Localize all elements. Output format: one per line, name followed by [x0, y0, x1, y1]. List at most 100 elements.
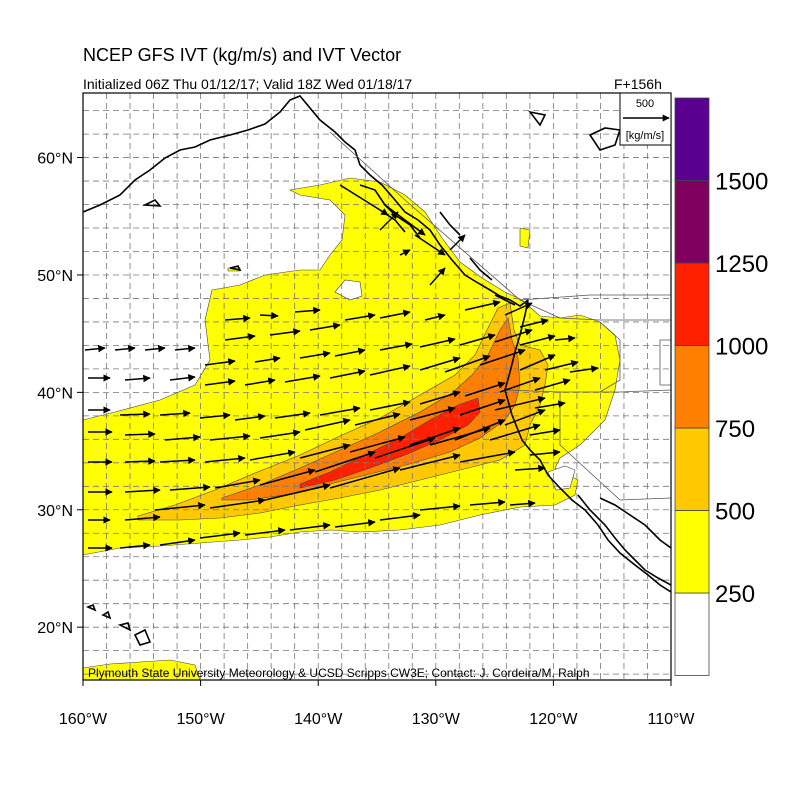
ivt-vector-arrow	[204, 454, 246, 463]
ivt-contour-250-blob	[519, 227, 531, 249]
ivt-vector-arrow	[309, 322, 341, 331]
ivt-vector-arrow	[249, 449, 296, 461]
ivt-vectors	[84, 184, 599, 552]
ivt-vector-arrow	[449, 234, 466, 251]
ivt-vector-arrow	[489, 423, 541, 441]
ivt-vector-arrow	[144, 344, 166, 353]
ivt-vector-arrow	[124, 486, 161, 495]
colorbar-label: 1250	[715, 251, 768, 278]
ivt-vector-arrow	[509, 499, 536, 508]
ivt-vector-arrow	[419, 356, 461, 371]
political-borders	[329, 131, 671, 501]
colorbar-swatch	[674, 180, 710, 264]
ivt-vector-arrow	[204, 378, 236, 386]
ivt-contour-1000	[299, 397, 481, 489]
colorbar-label: 250	[715, 581, 755, 608]
ivt-vector-arrow	[319, 405, 361, 416]
coastlines	[83, 95, 671, 646]
bc-islands	[359, 184, 516, 306]
ivt-vector-arrow	[409, 426, 461, 446]
ivt-vector-arrow	[504, 302, 533, 316]
lat-tick-label: 20°N	[37, 620, 73, 637]
lat-tick-label: 60°N	[37, 151, 73, 168]
lat-tick-label: 40°N	[37, 385, 73, 402]
ivt-vector-arrow	[444, 354, 491, 373]
ivt-vector-arrow	[124, 374, 151, 383]
colorbar: 250 500 750 1000 1250 1500	[674, 97, 768, 676]
ivt-vector-arrow	[224, 333, 256, 341]
ivt-vector-arrow	[464, 381, 506, 397]
ivt-contour-250-hawaii	[83, 659, 201, 680]
colorbar-label: 500	[715, 499, 755, 526]
ivt-vector-arrow	[424, 312, 446, 321]
colorbar-label: 750	[715, 416, 755, 443]
ivt-vector-arrow	[459, 449, 516, 463]
ivt-vector-arrow	[419, 390, 461, 405]
ivt-vector-arrow	[304, 417, 351, 431]
ivt-vector-arrow	[454, 419, 506, 441]
ivt-vector-arrow	[569, 365, 599, 373]
ivt-vector-arrow	[314, 450, 376, 473]
colorbar-swatch	[674, 592, 710, 676]
ivt-vector-arrow	[429, 426, 491, 446]
graticule	[83, 93, 671, 680]
ivt-vector-arrow	[399, 452, 461, 471]
lon-tick-label: 120°W	[529, 711, 578, 728]
alaska-coast	[83, 95, 529, 307]
ivt-vector-arrow	[204, 358, 236, 366]
ivt-vector-arrow	[409, 406, 456, 421]
lon-tick-label: 160°W	[59, 711, 108, 728]
ivt-vector-arrow	[124, 430, 156, 438]
ivt-vector-arrow	[224, 314, 251, 323]
colorbar-swatch	[674, 427, 710, 511]
ivt-vector-arrow	[234, 413, 266, 421]
ivt-vector-arrow	[259, 429, 301, 439]
ivt-vector-arrow	[349, 435, 406, 453]
ivt-vector-arrow	[159, 537, 196, 546]
ivt-vector-arrow	[334, 347, 366, 357]
ivt-vector-arrow	[459, 398, 506, 416]
lon-tick-label: 130°W	[412, 711, 461, 728]
ivt-vector-arrow	[294, 306, 321, 315]
colorbar-label: 1500	[715, 169, 768, 196]
mexico-coast	[599, 497, 671, 549]
ivt-vector-arrow	[264, 482, 331, 501]
hawaii-islands	[85, 603, 152, 646]
ivt-vector-arrow	[504, 408, 546, 426]
ivt-vector-arrow	[469, 498, 506, 507]
ivt-vector-arrow	[299, 443, 351, 459]
north-america-west-coast	[504, 299, 671, 593]
ivt-vector-arrow	[374, 436, 436, 459]
credit-text: Plymouth State University Meteorology & …	[88, 666, 590, 680]
ivt-vector-arrow	[379, 341, 413, 351]
ivt-vector-arrow	[259, 468, 316, 486]
lat-tick-label: 50°N	[37, 268, 73, 285]
ivt-vector-arrow	[514, 464, 546, 473]
arctic-islands	[528, 110, 622, 151]
ivt-vector-arrow	[259, 311, 279, 320]
ivt-vector-arrow	[544, 359, 579, 371]
ivt-vector-arrow	[114, 344, 136, 353]
ivt-vector-arrow	[429, 267, 446, 286]
ivt-vector-arrow	[159, 456, 196, 465]
reference-vector-value: 500	[636, 98, 654, 110]
ivt-vector-arrow	[209, 432, 251, 441]
forecast-hour: F+156h	[614, 76, 662, 92]
ivt-vector-arrow	[299, 350, 331, 359]
map-subtitle: Initialized 06Z Thu 01/12/17; Valid 18Z …	[83, 76, 413, 92]
ivt-vector-arrow	[464, 299, 501, 311]
ivt-vector-arrow	[369, 363, 411, 376]
ivt-vector-arrow	[119, 410, 151, 418]
reference-vector-unit: [kg/m/s]	[626, 130, 665, 142]
ivt-vector-arrow	[274, 410, 311, 419]
ivt-vector-arrow	[169, 374, 196, 382]
ivt-vector-arrow	[459, 333, 496, 346]
ivt-vector-arrow	[414, 234, 446, 256]
ivt-vector-arrow	[124, 457, 156, 465]
ivt-vector-arrow	[379, 211, 399, 231]
ivt-vector-arrow	[534, 378, 571, 391]
baja-coast	[577, 494, 671, 586]
ivt-contour-500	[137, 302, 549, 521]
map-frame	[82, 92, 672, 681]
